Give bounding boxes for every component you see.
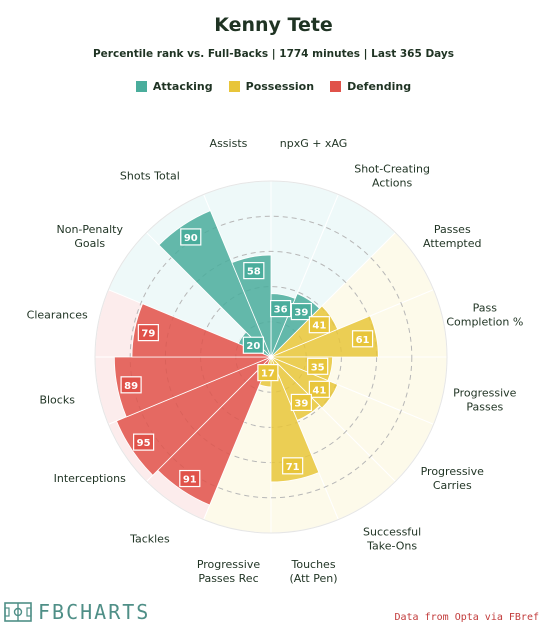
brand-text: FBCHARTS	[38, 600, 151, 624]
value-box-progressive-passes	[307, 357, 329, 375]
value-box-shots-total	[180, 228, 202, 246]
fbcharts-logo: FBCHARTS	[4, 600, 150, 624]
bar-shots-total	[158, 210, 272, 358]
value-label-shots-total: 90	[184, 233, 198, 244]
value-label-progressive-passes-rec: 17	[261, 369, 275, 380]
bar-clearances	[131, 303, 272, 358]
value-label-non-penalty-goals: 20	[246, 341, 260, 352]
value-label-interceptions: 95	[137, 438, 151, 449]
pitch-icon	[4, 602, 32, 622]
bar-interceptions	[116, 356, 272, 476]
legend-label-attacking: Attacking	[152, 80, 213, 93]
value-box-progressive-carries	[308, 380, 330, 398]
value-label-touches-att-pen: 71	[286, 462, 300, 473]
bar-touches-att-pen	[270, 356, 320, 483]
value-box-progressive-passes-rec	[257, 364, 279, 382]
axis-label-blocks: Blocks	[39, 394, 75, 407]
axis-label-pass-completion: Pass Completion %	[446, 301, 523, 328]
axis-label-tackles: Tackles	[129, 532, 170, 545]
value-box-interceptions	[133, 433, 155, 451]
value-label-clearances: 79	[141, 329, 155, 340]
value-box-clearances	[137, 324, 159, 342]
source-note: Data from Opta via FBref	[394, 612, 540, 623]
value-box-assists	[243, 262, 265, 280]
axis-label-non-penalty-goals: Non-Penalty Goals	[56, 223, 123, 250]
value-label-assists: 58	[247, 267, 261, 278]
value-box-pass-completion	[351, 330, 374, 348]
axis-label-shots-total: Shots Total	[120, 170, 180, 183]
legend: Attacking Possession Defending	[0, 80, 547, 93]
axis-label-touches-att-pen: Touches (Att Pen)	[290, 558, 338, 585]
axis-label-passes-attempted: Passes Attempted	[423, 223, 482, 250]
value-box-touches-att-pen	[282, 457, 304, 475]
chart-subtitle: Percentile rank vs. Full-Backs | 1774 mi…	[92, 48, 455, 60]
legend-label-defending: Defending	[347, 80, 412, 93]
axis-label-progressive-carries: Progressive Carries	[421, 465, 485, 492]
legend-swatch-possession	[228, 81, 240, 92]
bar-pass-completion	[270, 315, 379, 358]
legend-swatch-defending	[330, 81, 342, 92]
legend-swatch-attacking	[135, 81, 147, 92]
chart-title: Kenny Tete	[214, 14, 333, 36]
value-box-shot-creating-actions	[290, 302, 312, 321]
value-label-progressive-carries: 41	[312, 385, 326, 396]
value-box-successful-take-ons	[290, 393, 312, 412]
legend-item-attacking: Attacking	[135, 80, 213, 93]
axis-label-interceptions: Interceptions	[54, 472, 126, 485]
value-label-npxg-xag: 36	[274, 305, 288, 316]
outer-ring	[94, 180, 448, 534]
bar-assists	[231, 254, 272, 358]
axis-label-progressive-passes-rec: Progressive Passes Rec	[197, 558, 261, 585]
value-box-passes-attempted	[308, 316, 330, 334]
value-label-passes-attempted: 41	[312, 321, 326, 332]
legend-item-defending: Defending	[330, 80, 411, 93]
value-box-non-penalty-goals	[242, 336, 264, 354]
axis-label-progressive-passes: Progressive Passes	[453, 387, 517, 414]
legend-label-possession: Possession	[245, 80, 315, 93]
value-label-pass-completion: 61	[356, 335, 370, 346]
value-label-blocks: 89	[124, 381, 138, 392]
value-label-successful-take-ons: 39	[294, 398, 308, 409]
value-label-tackles: 91	[183, 475, 197, 486]
axis-label-npxg-xag: npxG + xAG	[280, 137, 348, 150]
legend-item-possession: Possession	[228, 80, 315, 93]
axis-label-assists: Assists	[210, 137, 248, 150]
value-box-blocks	[120, 376, 142, 394]
axis-label-clearances: Clearances	[27, 308, 88, 321]
value-label-progressive-passes: 35	[311, 362, 325, 373]
value-box-npxg-xag	[270, 299, 292, 318]
axis-label-shot-creating-actions: Shot-Creating Actions	[354, 163, 430, 190]
bar-blocks	[113, 356, 272, 418]
value-label-shot-creating-actions: 39	[294, 308, 308, 319]
value-box-tackles	[179, 469, 201, 488]
axis-label-successful-take-ons: Successful Take-Ons	[363, 525, 421, 552]
